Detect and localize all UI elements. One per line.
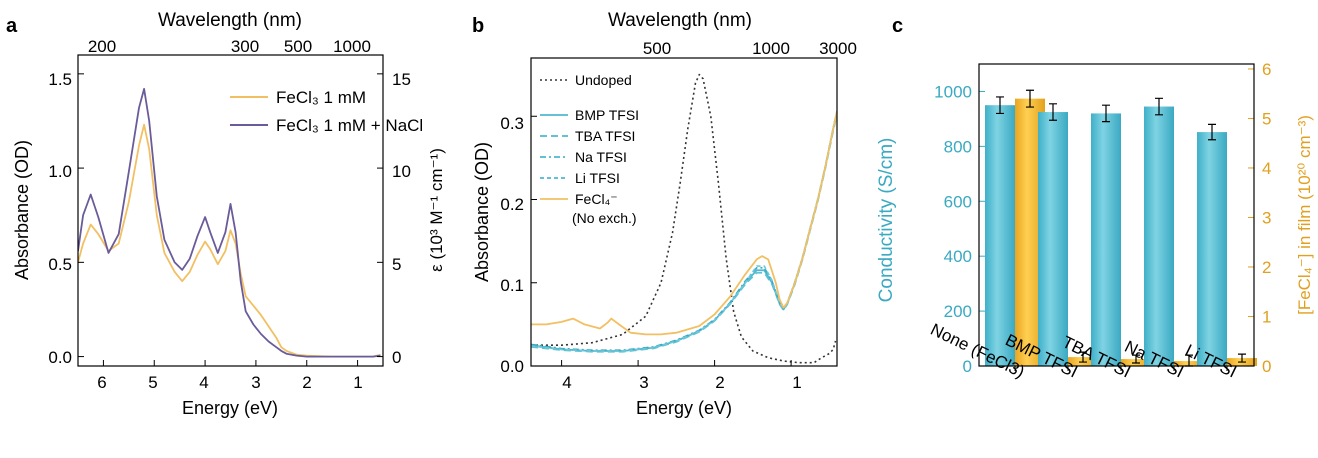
panel-b-chart: Wavelength (nm) 500 1000 3000 0.0 0.1 0.… xyxy=(472,10,857,418)
panel-b-legend-undoped: Undoped xyxy=(575,72,632,88)
panel-a-frame xyxy=(77,54,384,367)
panel-b-top-tick-1000: 1000 xyxy=(752,39,790,58)
panel-c-right-tick-label: 0 xyxy=(1262,357,1271,376)
panel-a-series-line-fecl3 xyxy=(78,123,381,358)
panel-b-legend-no-exch: (No exch.) xyxy=(572,210,637,226)
panel-b-top-axis-title: Wavelength (nm) xyxy=(608,10,752,31)
panel-a-series-line-nacl xyxy=(78,88,381,358)
panel-b-x-tick-2: 2 xyxy=(715,373,724,392)
panel-b-series-line-undoped xyxy=(531,73,837,364)
panel-c-y-tick-label: 400 xyxy=(944,247,972,266)
panel-a-right-tick-15: 15 xyxy=(392,70,411,89)
errorbar-conductivity xyxy=(1049,103,1057,121)
panel-a-x-tick-3: 3 xyxy=(251,373,260,392)
bar-conductivity xyxy=(1091,113,1121,366)
panel-b-legend-li: Li TFSI xyxy=(575,170,620,186)
panel-a-x-tick-2: 2 xyxy=(302,373,311,392)
panel-a-top-tick-500: 500 xyxy=(284,37,312,56)
panel-a-right-tick-5: 5 xyxy=(392,255,401,274)
panel-a-x-tick-5: 5 xyxy=(148,373,157,392)
panel-c-right-axis-title: [FeCl₄⁻] in film (10²⁰ cm⁻³) xyxy=(1295,115,1314,315)
panel-c-y-tick-label: 600 xyxy=(944,192,972,211)
bar-conductivity xyxy=(1038,112,1068,366)
panel-a-right-axis-title: ε (10³ M⁻¹ cm⁻¹) xyxy=(427,148,446,272)
panel-b-x-tick-3: 3 xyxy=(639,373,648,392)
panel-a-y-tick-1-0: 1.0 xyxy=(48,162,72,181)
errorbar-fecl4 xyxy=(1026,89,1034,108)
panel-a-y-tick-0: 0.0 xyxy=(48,348,72,367)
errorbar-fecl4 xyxy=(1079,351,1087,363)
panel-b-x-axis-title: Energy (eV) xyxy=(636,398,732,418)
panel-b-top-tick-3000: 3000 xyxy=(819,39,857,58)
panel-a-top-tick-200: 200 xyxy=(88,37,116,56)
panel-c-letter: c xyxy=(892,15,903,37)
panel-b-top-tick-500: 500 xyxy=(643,39,671,58)
panel-b-legend-fecl4: FeCl₄⁻ xyxy=(575,191,618,207)
errorbar-conductivity xyxy=(1208,123,1216,141)
panel-a-y-tick-1-5: 1.5 xyxy=(48,70,72,89)
panel-a-legend-fecl3: FeCl₃ 1 mM xyxy=(276,88,366,107)
panel-b-x-tick-1: 1 xyxy=(792,373,801,392)
panel-b-letter: b xyxy=(472,15,484,37)
panel-b-legend-na: Na TFSI xyxy=(575,149,627,165)
panel-a-x-tick-1: 1 xyxy=(353,373,362,392)
bar-conductivity xyxy=(1197,132,1227,366)
panel-a-x-axis-title: Energy (eV) xyxy=(182,398,278,418)
panel-b-y-tick-0-1: 0.1 xyxy=(500,276,524,295)
errorbar-fecl4 xyxy=(1132,354,1140,364)
panel-c-right-tick-label: 4 xyxy=(1262,159,1271,178)
panel-c-right-tick-label: 1 xyxy=(1262,307,1271,326)
panel-c-right-tick-label: 6 xyxy=(1262,60,1271,79)
panel-b-legend-bmp: BMP TFSI xyxy=(575,107,639,123)
panel-b-series-line-fecl4 xyxy=(531,111,837,336)
panel-b-legend-tba: TBA TFSI xyxy=(575,128,635,144)
errorbar-fecl4 xyxy=(1238,353,1246,363)
panel-b-y-axis-title: Absorbance (OD) xyxy=(472,142,492,282)
panel-b-y-tick-0-3: 0.3 xyxy=(500,114,524,133)
panel-a-top-tick-1000: 1000 xyxy=(333,37,371,56)
panel-b-frame xyxy=(530,57,838,367)
panel-b-series-line-li-tfsi xyxy=(531,111,837,352)
panel-c-frame xyxy=(978,63,1255,367)
panel-a-legend-nacl: FeCl₃ 1 mM + NaCl xyxy=(276,116,423,135)
bar-conductivity xyxy=(1144,106,1174,367)
panel-c-y-tick-label: 200 xyxy=(944,302,972,321)
panel-a-top-tick-300: 300 xyxy=(231,37,259,56)
panel-a-y-tick-0-5: 0.5 xyxy=(48,255,72,274)
panel-b-x-tick-4: 4 xyxy=(562,373,571,392)
panel-a-y-axis-title: Absorbance (OD) xyxy=(12,140,32,280)
panel-a-letter: a xyxy=(6,15,18,37)
panel-c-y-tick-label: 1000 xyxy=(934,82,972,101)
panel-b-y-tick-0-2: 0.2 xyxy=(500,195,524,214)
errorbar-conductivity xyxy=(1102,104,1110,123)
panel-c-y-axis-title: Conductivity (S/cm) xyxy=(876,138,897,303)
bar-conductivity xyxy=(985,105,1015,366)
panel-c-chart: Conductivity (S/cm) [FeCl₄⁻] in film (10… xyxy=(876,60,1314,382)
panel-b-y-tick-0: 0.0 xyxy=(500,357,524,376)
panel-a-top-axis-title: Wavelength (nm) xyxy=(158,10,302,31)
panel-c-right-tick-label: 3 xyxy=(1262,208,1271,227)
panel-b-series-line-bmp-tfsi xyxy=(531,111,837,352)
panel-c-y-tick-label: 0 xyxy=(963,357,972,376)
errorbar-conductivity xyxy=(996,96,1004,115)
panel-a-right-tick-10: 10 xyxy=(392,162,411,181)
panel-c-right-tick-label: 5 xyxy=(1262,109,1271,128)
panel-c-right-tick-label: 2 xyxy=(1262,258,1271,277)
panel-a-right-tick-0: 0 xyxy=(392,348,401,367)
panel-b-series-line-na-tfsi xyxy=(531,111,837,351)
panel-c-y-tick-label: 800 xyxy=(944,137,972,156)
panel-a-chart: Wavelength (nm) 200 300 500 1000 0.0 0.5… xyxy=(12,10,446,418)
errorbar-conductivity xyxy=(1155,97,1163,116)
panel-a-x-tick-4: 4 xyxy=(199,373,208,392)
panel-a-x-tick-6: 6 xyxy=(97,373,106,392)
